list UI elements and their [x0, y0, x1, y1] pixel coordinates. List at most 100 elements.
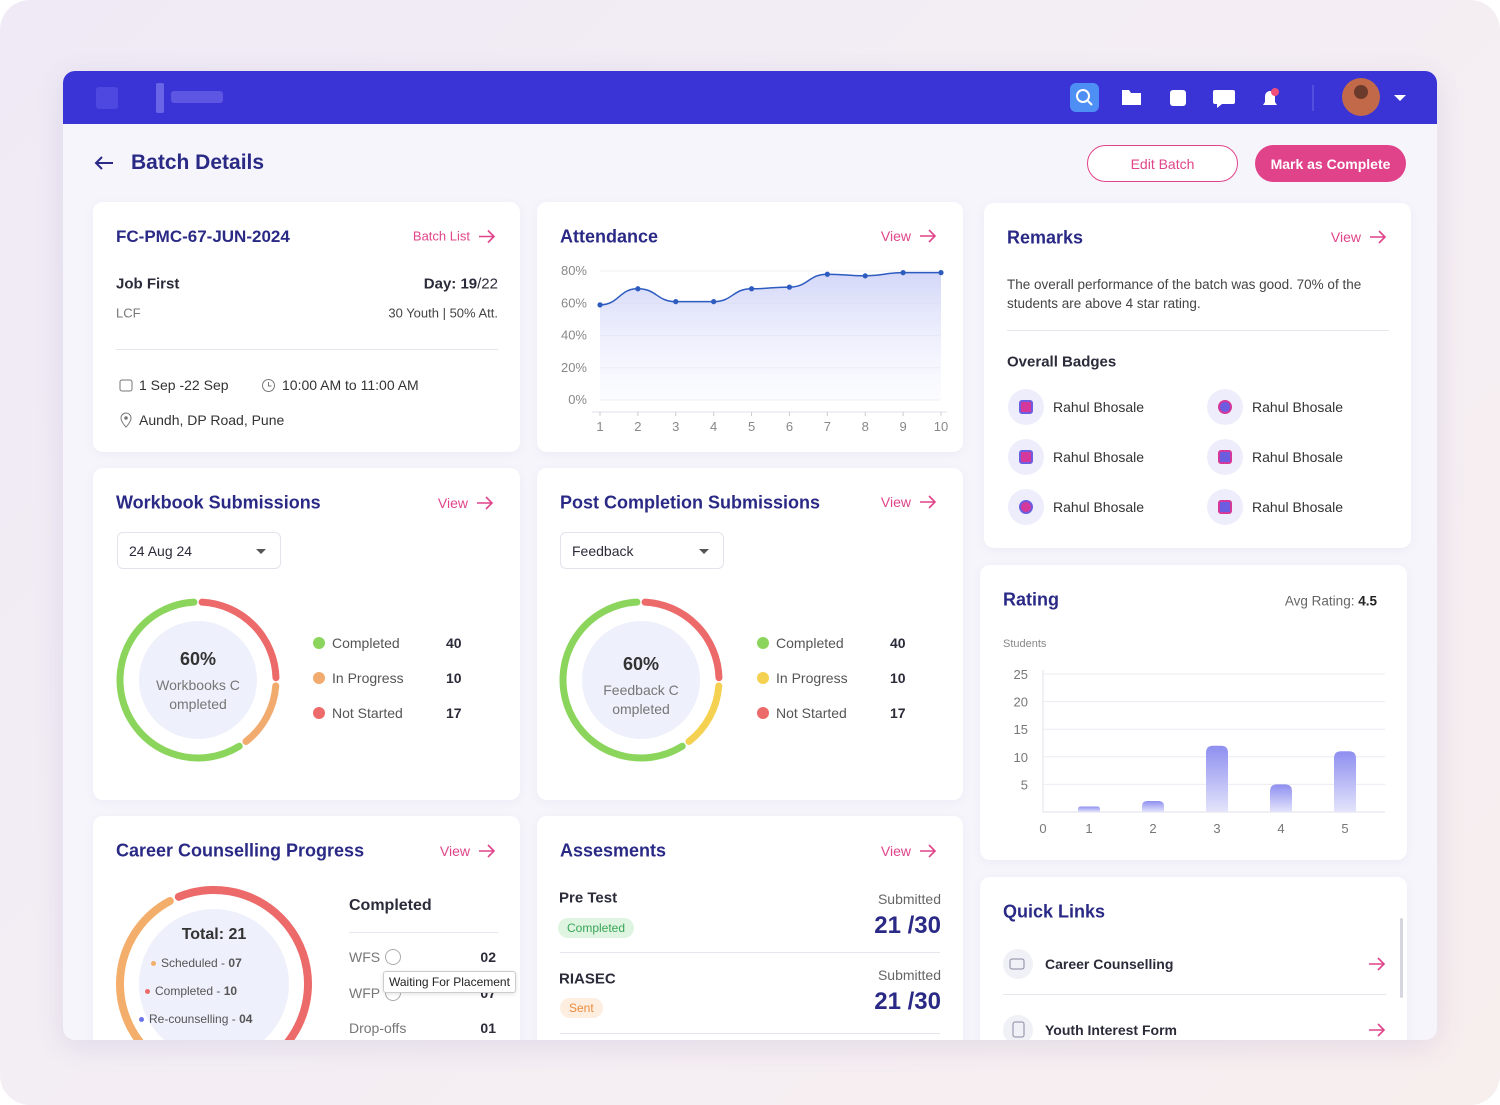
attendance-card: Attendance View 0% 20% 40% 60% 80% 1 2 3 4 5 6 7 8 9 1… [537, 202, 963, 452]
type-dropdown[interactable]: Feedback [560, 532, 724, 569]
attendance-point [673, 299, 679, 305]
date-dropdown[interactable]: 24 Aug 24 [117, 532, 281, 569]
info-icon[interactable] [385, 949, 401, 965]
arrow-svg [477, 496, 494, 510]
link-icon [1003, 949, 1033, 979]
folder-icon[interactable] [1122, 90, 1141, 105]
legend-value: 10 [890, 670, 906, 686]
calendar-icon[interactable] [1170, 90, 1186, 106]
edit-batch-button[interactable]: Edit Batch [1087, 145, 1238, 182]
y-tick-label: 15 [1014, 722, 1028, 737]
arrow-icon [478, 229, 496, 243]
attendance-line [599, 271, 941, 306]
link-text: View [437, 495, 468, 511]
legend-label: In Progress [332, 670, 404, 686]
arrow-svg [479, 229, 496, 243]
attendance-point [900, 270, 906, 276]
back-arrow[interactable] [93, 154, 115, 172]
badge-glyph [1019, 450, 1033, 464]
card-title: Workbook Submissions [116, 492, 321, 513]
scrollbar[interactable] [1400, 918, 1403, 998]
menu-icon[interactable] [96, 87, 118, 109]
badge-icon [1008, 489, 1044, 525]
x-tick-label: 8 [862, 419, 869, 434]
batch-card: FC-PMC-67-JUN-2024 Batch List Job First … [93, 202, 520, 452]
arrow-icon [1369, 230, 1387, 244]
x-tick-label: 3 [672, 419, 679, 434]
status-value: 01 [480, 1020, 496, 1036]
quick-link[interactable]: Youth Interest Form [1003, 1015, 1386, 1040]
arrow-svg [1370, 230, 1387, 244]
batch-dates: 1 Sep -22 Sep [139, 377, 229, 393]
status-label: WFS [349, 949, 381, 965]
view-link[interactable]: View [881, 228, 937, 244]
avg-value: 4.5 [1358, 593, 1377, 609]
program-name: Job First [116, 275, 180, 293]
bar [1270, 784, 1292, 812]
profile-caret[interactable] [1394, 95, 1406, 101]
legend-label: Completed [332, 635, 400, 651]
legend-dot [145, 989, 150, 995]
status-badge: Completed [558, 918, 635, 938]
search-button[interactable] [1070, 83, 1099, 112]
y-tick-label: 10 [1014, 750, 1028, 765]
view-link[interactable]: View [881, 494, 937, 510]
y-tick-label: 5 [1021, 777, 1028, 792]
card-title: Post Completion Submissions [560, 492, 821, 513]
separator [1007, 330, 1389, 331]
tooltip: Waiting For Placement [383, 971, 516, 993]
day-label: Day: [423, 275, 457, 293]
x-tick-label: 5 [748, 419, 755, 434]
status-value: 02 [480, 949, 496, 965]
batch-code: FC-PMC-67-JUN-2024 [116, 227, 290, 246]
legend-label: Not Started [332, 705, 403, 721]
view-link[interactable]: View [881, 843, 937, 859]
arrow-svg [920, 495, 937, 509]
y-tick-label: 0% [568, 392, 587, 407]
center-value: 60% [179, 649, 217, 669]
x-tick-label: 2 [634, 419, 641, 434]
x-tick-label: 1 [596, 419, 603, 434]
separator [560, 952, 940, 953]
donut-segment [559, 598, 686, 762]
x-origin-label: 0 [1039, 821, 1046, 836]
x-tick-label: 6 [786, 419, 793, 434]
donut-segment [116, 598, 243, 762]
view-link[interactable]: View [438, 495, 494, 511]
x-tick-label: 4 [710, 419, 717, 434]
link-text: View [880, 494, 911, 510]
logo[interactable] [156, 83, 164, 113]
icon-shape [120, 412, 132, 428]
legend-dot [757, 637, 769, 649]
view-link[interactable]: View [440, 843, 496, 859]
status-label: WFP [349, 984, 381, 1001]
quick-link[interactable]: Career Counselling [1003, 949, 1386, 979]
icon-shape [262, 379, 275, 392]
batch-list-link[interactable]: Batch List [413, 229, 496, 244]
arrow-path [477, 496, 494, 510]
rating-card: Rating Avg Rating: 4.5 Students 5 10 15 20 25… [980, 565, 1407, 860]
badge-name: Rahul Bhosale [1252, 499, 1344, 515]
assessment-score: 21 /30 [874, 912, 941, 939]
logo-text [171, 91, 223, 103]
y-tick-label: 20 [1014, 695, 1028, 710]
donut-inner [582, 621, 700, 739]
view-link[interactable]: View [1331, 229, 1387, 245]
link-text: Batch List [412, 228, 470, 244]
center-value: 60% [622, 654, 660, 674]
donut-segment [685, 682, 723, 746]
card-title: Quick Links [1003, 901, 1106, 922]
y-tick-label: 80% [561, 263, 587, 278]
icon-shape [268, 382, 272, 387]
chat-icon[interactable] [1213, 90, 1235, 108]
badge-glyph [1218, 450, 1232, 464]
badge-name: Rahul Bhosale [1053, 499, 1145, 515]
badge-glyph [1019, 400, 1033, 414]
mark-complete-button[interactable]: Mark as Complete [1255, 145, 1406, 182]
badge-icon [1207, 489, 1243, 525]
legend-label: Completed [776, 635, 844, 651]
legend-value: 07 [228, 956, 242, 970]
